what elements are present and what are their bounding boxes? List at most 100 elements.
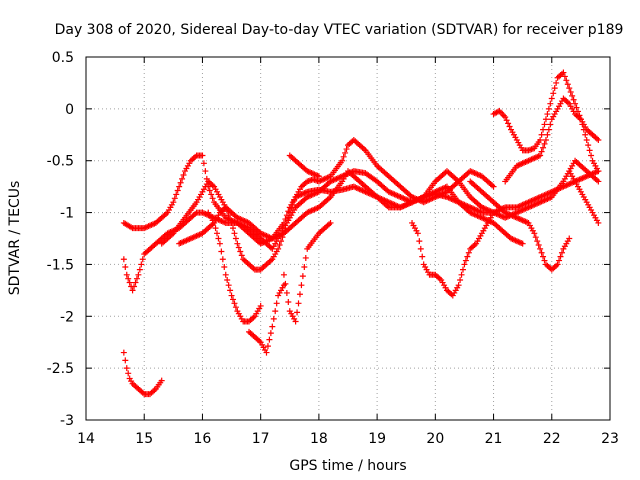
data-point (542, 116, 549, 123)
data-point (279, 234, 286, 241)
data-point (206, 187, 213, 194)
data-point (547, 121, 554, 128)
data-point (177, 179, 184, 186)
data-point (586, 147, 593, 154)
data-point (231, 230, 238, 237)
data-point (547, 100, 554, 107)
data-point (120, 256, 127, 263)
y-tick-label: 0.5 (52, 50, 74, 66)
data-point (458, 271, 465, 278)
data-point (542, 136, 549, 143)
data-point (273, 300, 280, 307)
data-point (276, 241, 283, 248)
data-point (580, 126, 587, 133)
data-point (327, 219, 334, 226)
data-point (540, 126, 547, 133)
data-series (120, 69, 602, 398)
data-point (556, 257, 563, 264)
data-point (285, 299, 292, 306)
data-point (227, 287, 234, 294)
data-point (133, 275, 140, 282)
data-point (551, 85, 558, 92)
data-point (419, 253, 426, 260)
x-tick-label: 18 (310, 431, 328, 447)
data-point (289, 201, 296, 208)
y-tick-label: -2.5 (47, 361, 74, 377)
data-point (302, 254, 309, 261)
data-point (227, 216, 234, 223)
data-point (126, 279, 133, 286)
data-point (595, 136, 602, 143)
series-arc-12 (502, 95, 602, 185)
data-point (538, 131, 545, 138)
data-point (292, 318, 299, 325)
data-point (540, 144, 547, 151)
data-point (339, 157, 346, 164)
data-point (414, 230, 421, 237)
data-point (534, 238, 541, 245)
data-point (219, 256, 226, 263)
data-point (138, 261, 145, 268)
data-point (535, 241, 542, 248)
data-point (464, 253, 471, 260)
data-point (120, 349, 127, 356)
data-point (216, 240, 223, 247)
x-axis-label: GPS time / hours (289, 458, 406, 474)
y-axis-tick-labels: 0.5 0 -0.5 -1 -1.5 -2 -2.5 -3 (47, 50, 74, 429)
data-point (269, 323, 276, 330)
y-axis-label: SDTVAR / TECUs (7, 181, 23, 296)
data-point (221, 264, 228, 271)
data-point (301, 264, 308, 271)
series-arc-5 (158, 136, 497, 273)
data-point (537, 152, 544, 159)
x-tick-label: 15 (135, 431, 153, 447)
data-point (135, 271, 142, 278)
data-point (560, 69, 567, 76)
chart-title: Day 308 of 2020, Sidereal Day-to-day VTE… (55, 22, 624, 38)
data-point (129, 287, 136, 294)
data-point (238, 252, 245, 259)
data-point (569, 92, 576, 99)
data-point (228, 292, 235, 299)
data-point (282, 216, 289, 223)
series-arc-8 (280, 219, 334, 325)
data-point (179, 175, 186, 182)
data-point (224, 276, 231, 283)
x-tick-label: 17 (252, 431, 270, 447)
data-point (275, 245, 282, 252)
x-axis-tick-labels: 14 15 16 17 18 19 20 21 22 23 (77, 431, 619, 447)
data-point (557, 253, 564, 260)
data-point (570, 96, 577, 103)
data-point (125, 370, 132, 377)
series-arc-1 (120, 349, 165, 398)
y-tick-label: -3 (60, 413, 74, 429)
data-point (564, 81, 571, 88)
data-point (461, 261, 468, 268)
data-point (208, 191, 215, 198)
data-point (209, 195, 216, 202)
data-point (234, 240, 241, 247)
data-point (465, 249, 472, 256)
data-point (225, 282, 232, 289)
data-point (272, 308, 279, 315)
data-point (235, 244, 242, 251)
data-point (199, 152, 206, 159)
x-tick-label: 22 (543, 431, 561, 447)
axis-ticks (85, 56, 611, 421)
data-point (170, 199, 177, 206)
data-point (280, 230, 287, 237)
data-point (573, 104, 580, 111)
data-point (506, 123, 513, 130)
data-point (558, 249, 565, 256)
x-tick-label: 14 (77, 431, 95, 447)
data-point (123, 365, 130, 372)
data-point (136, 266, 143, 273)
data-point (122, 264, 129, 271)
y-tick-label: -2 (60, 309, 74, 325)
data-point (505, 120, 512, 127)
data-point (158, 377, 165, 384)
series-arc-7 (246, 282, 287, 356)
data-point (282, 225, 289, 232)
data-point (294, 309, 301, 316)
plot-frame (85, 56, 611, 421)
